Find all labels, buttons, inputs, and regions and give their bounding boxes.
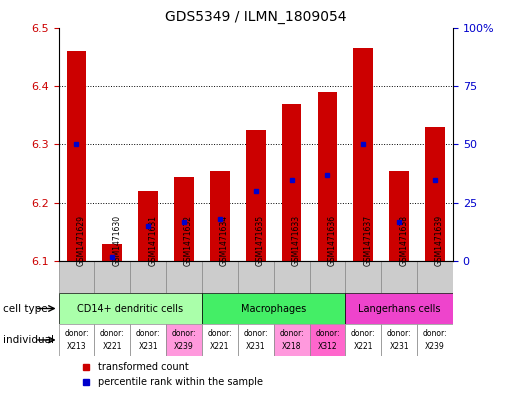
Text: donor:: donor: bbox=[208, 329, 232, 338]
Text: X218: X218 bbox=[282, 342, 301, 351]
Bar bbox=[381, 261, 417, 293]
Text: X312: X312 bbox=[318, 342, 337, 351]
Text: donor:: donor: bbox=[315, 329, 340, 338]
Bar bbox=[238, 261, 274, 293]
Bar bbox=[59, 261, 94, 293]
Text: X213: X213 bbox=[67, 342, 87, 351]
Text: X231: X231 bbox=[138, 342, 158, 351]
Bar bbox=[202, 324, 238, 356]
Text: GSM1471638: GSM1471638 bbox=[399, 215, 408, 266]
Text: GSM1471631: GSM1471631 bbox=[148, 215, 157, 266]
Text: GSM1471629: GSM1471629 bbox=[76, 215, 86, 266]
Bar bbox=[94, 324, 130, 356]
Text: transformed count: transformed count bbox=[98, 362, 189, 372]
Text: donor:: donor: bbox=[387, 329, 412, 338]
Text: donor:: donor: bbox=[136, 329, 160, 338]
Text: individual: individual bbox=[3, 335, 53, 345]
Bar bbox=[274, 324, 309, 356]
Bar bbox=[130, 261, 166, 293]
Text: X221: X221 bbox=[210, 342, 230, 351]
Bar bbox=[417, 261, 453, 293]
Bar bbox=[102, 244, 122, 261]
Text: X239: X239 bbox=[425, 342, 445, 351]
Text: X231: X231 bbox=[246, 342, 266, 351]
Bar bbox=[166, 261, 202, 293]
Text: X221: X221 bbox=[354, 342, 373, 351]
Bar bbox=[282, 103, 301, 261]
Bar bbox=[274, 261, 309, 293]
Text: CD14+ dendritic cells: CD14+ dendritic cells bbox=[77, 303, 183, 314]
Bar bbox=[318, 92, 337, 261]
Text: donor:: donor: bbox=[243, 329, 268, 338]
Bar bbox=[309, 261, 346, 293]
Bar bbox=[166, 324, 202, 356]
Bar bbox=[130, 324, 166, 356]
Bar bbox=[417, 324, 453, 356]
Text: GSM1471630: GSM1471630 bbox=[112, 215, 121, 266]
Bar bbox=[246, 130, 266, 261]
Bar bbox=[138, 191, 158, 261]
Text: GSM1471632: GSM1471632 bbox=[184, 215, 193, 266]
Text: percentile rank within the sample: percentile rank within the sample bbox=[98, 377, 263, 387]
Text: donor:: donor: bbox=[351, 329, 376, 338]
Text: donor:: donor: bbox=[64, 329, 89, 338]
Bar bbox=[174, 176, 194, 261]
Text: X231: X231 bbox=[389, 342, 409, 351]
Text: X239: X239 bbox=[174, 342, 194, 351]
Bar bbox=[309, 324, 346, 356]
Bar bbox=[389, 171, 409, 261]
Bar bbox=[238, 324, 274, 356]
Text: donor:: donor: bbox=[100, 329, 125, 338]
Bar bbox=[59, 293, 202, 324]
Text: GSM1471634: GSM1471634 bbox=[220, 215, 229, 266]
Bar bbox=[353, 48, 373, 261]
Text: donor:: donor: bbox=[279, 329, 304, 338]
Text: GSM1471637: GSM1471637 bbox=[363, 215, 373, 266]
Bar bbox=[202, 261, 238, 293]
Bar bbox=[346, 261, 381, 293]
Bar bbox=[59, 324, 94, 356]
Text: Langerhans cells: Langerhans cells bbox=[358, 303, 440, 314]
Bar bbox=[67, 51, 87, 261]
Text: GSM1471639: GSM1471639 bbox=[435, 215, 444, 266]
Bar bbox=[346, 324, 381, 356]
Text: GSM1471633: GSM1471633 bbox=[292, 215, 301, 266]
Text: donor:: donor: bbox=[423, 329, 447, 338]
Bar bbox=[94, 261, 130, 293]
Text: GSM1471635: GSM1471635 bbox=[256, 215, 265, 266]
Text: GSM1471636: GSM1471636 bbox=[327, 215, 336, 266]
Bar bbox=[346, 293, 453, 324]
Text: cell type: cell type bbox=[3, 303, 47, 314]
Text: donor:: donor: bbox=[172, 329, 196, 338]
Text: X221: X221 bbox=[103, 342, 122, 351]
Bar bbox=[202, 293, 346, 324]
Text: Macrophages: Macrophages bbox=[241, 303, 306, 314]
Bar bbox=[425, 127, 445, 261]
Title: GDS5349 / ILMN_1809054: GDS5349 / ILMN_1809054 bbox=[165, 10, 347, 24]
Bar bbox=[210, 171, 230, 261]
Bar bbox=[381, 324, 417, 356]
